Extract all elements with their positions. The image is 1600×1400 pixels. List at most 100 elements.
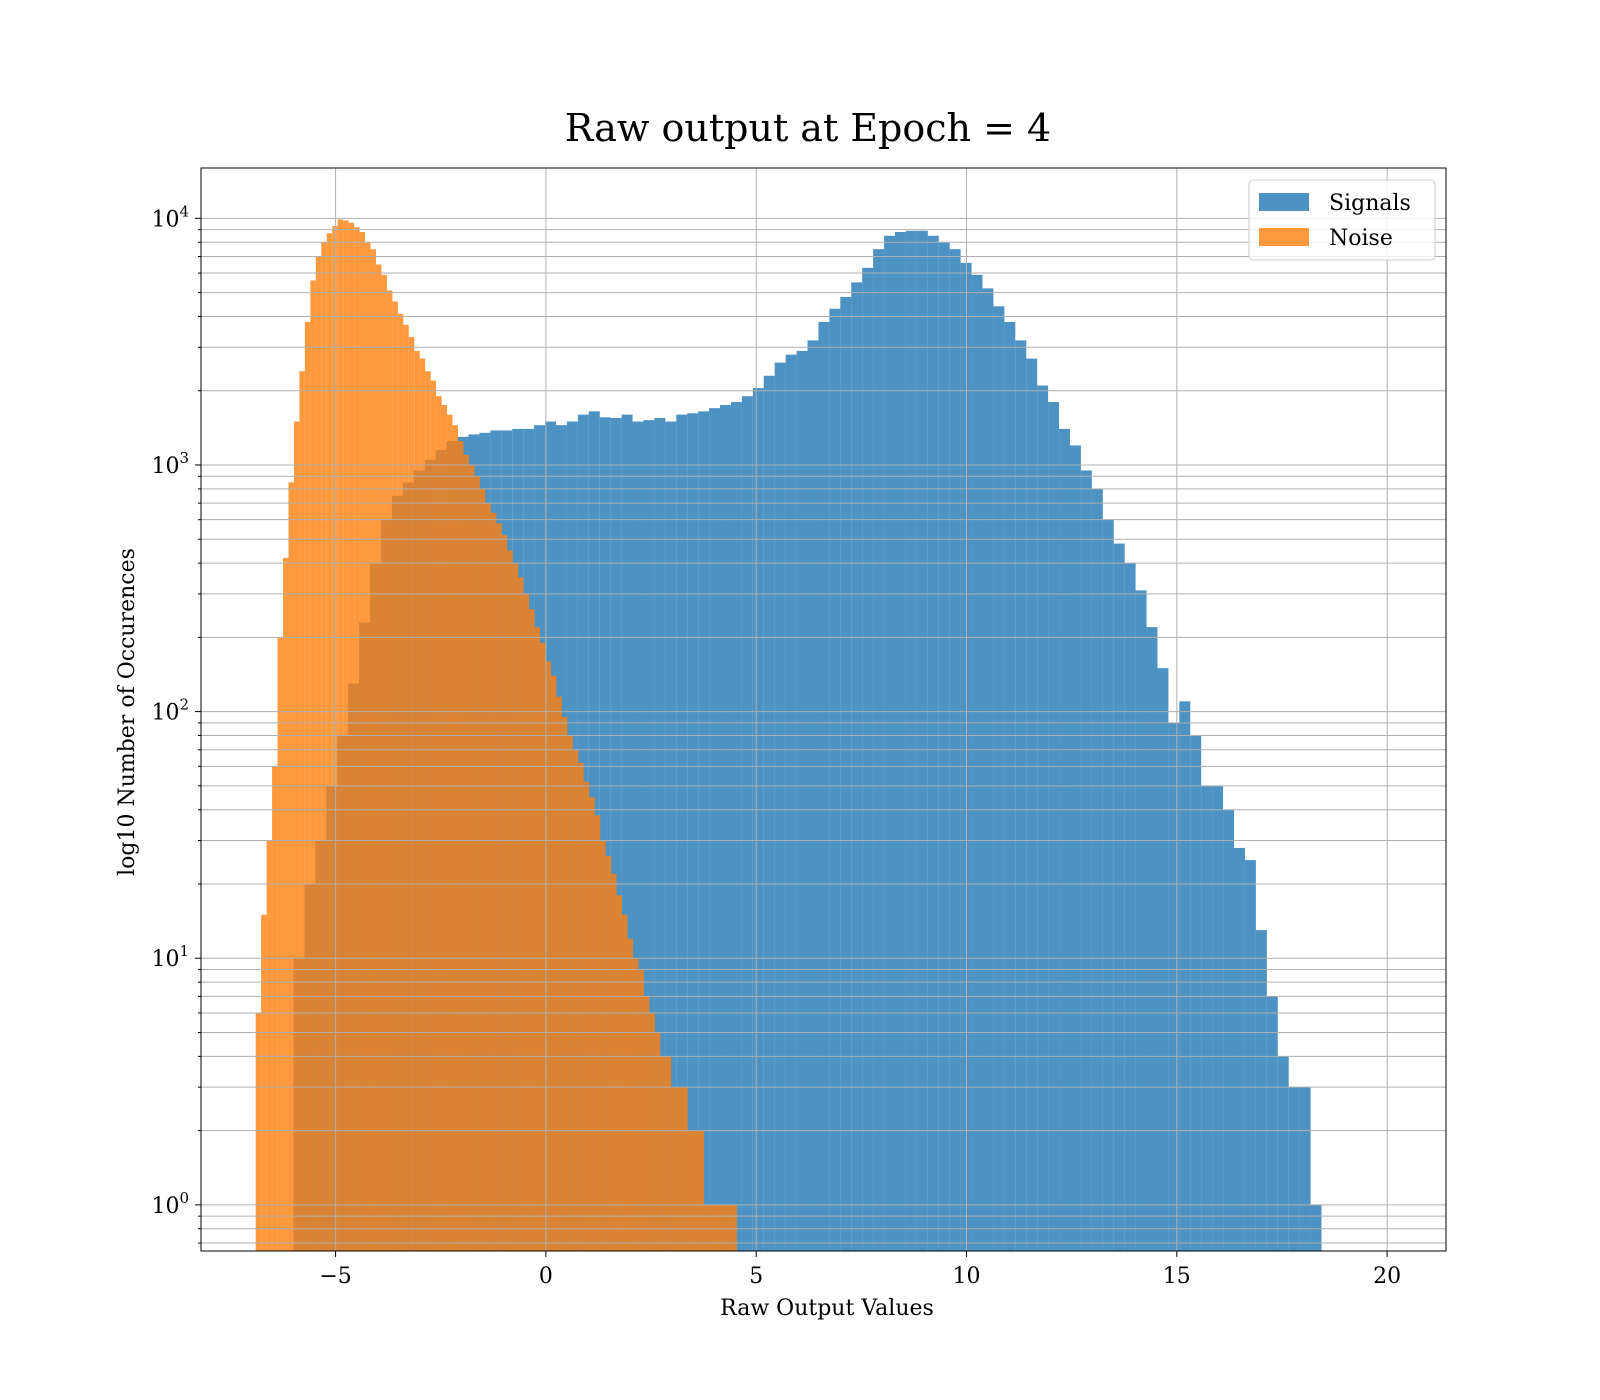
signals-bar: [938, 242, 950, 1252]
noise-bar: [572, 749, 579, 1251]
noise-bar: [676, 1087, 683, 1251]
signals-bar: [884, 235, 896, 1251]
noise-bar: [288, 482, 294, 1251]
x-axis-label: Raw Output Values: [720, 1296, 934, 1321]
signals-bar: [1048, 402, 1060, 1251]
noise-bar: [583, 781, 590, 1251]
noise-bar: [293, 421, 300, 1251]
noise-bar: [671, 1087, 677, 1251]
x-axis: −5 0 5 10 15 20: [319, 1251, 1401, 1289]
signals-bar: [632, 421, 644, 1251]
signals-bar: [1255, 930, 1267, 1251]
noise-bar: [725, 1204, 732, 1251]
legend: Signals Noise: [1248, 179, 1436, 261]
noise-bar: [622, 914, 628, 1251]
grid: [201, 168, 1446, 1251]
signals-bar: [1146, 627, 1158, 1251]
noise-bar: [616, 895, 623, 1251]
noise-bar: [561, 717, 568, 1251]
noise-bar: [441, 405, 448, 1251]
noise-bar: [731, 1204, 737, 1251]
x-tick-label: 5: [749, 1264, 763, 1289]
noise-bar: [304, 321, 311, 1252]
noise-bar: [643, 996, 650, 1251]
signals-bar: [752, 388, 764, 1252]
signals-bar: [774, 362, 786, 1251]
noise-bar: [556, 696, 562, 1251]
noise-bar: [578, 762, 584, 1251]
signals-bar: [1157, 668, 1169, 1251]
legend-label-signals: Signals: [1329, 191, 1411, 216]
signals-bar: [829, 308, 841, 1251]
noise-bar: [682, 1087, 688, 1251]
signals-bar: [1212, 785, 1224, 1251]
signals-bar: [1135, 590, 1147, 1251]
signals-bar: [971, 274, 983, 1251]
signals-bar: [741, 396, 753, 1252]
noise-bar: [490, 512, 497, 1251]
noise-bar: [386, 290, 393, 1252]
plot-frame: [200, 167, 1447, 1252]
noise-bar: [310, 280, 316, 1251]
noise-bar: [414, 350, 420, 1251]
noise-bar: [638, 969, 644, 1251]
y-tick-label: 102: [151, 696, 189, 726]
noise-bar: [518, 577, 524, 1251]
noise-bar: [430, 380, 437, 1251]
signals-bar: [1113, 543, 1125, 1251]
signals-bar: [1091, 488, 1103, 1251]
signals-bar: [730, 402, 742, 1251]
signals-bar: [1069, 445, 1081, 1251]
signals-bar: [1234, 847, 1245, 1251]
signals-bar: [982, 288, 994, 1251]
noise-bar: [408, 337, 415, 1252]
signals-bar: [1124, 563, 1136, 1251]
chart-title: Raw output at Epoch = 4: [565, 106, 1051, 150]
signals-bar: [720, 405, 731, 1251]
legend-label-noise: Noise: [1329, 226, 1393, 251]
noise-bar: [332, 226, 338, 1252]
noise-bar: [283, 557, 289, 1251]
noise-bar: [375, 264, 382, 1252]
noise-bar: [600, 840, 606, 1251]
noise-bar: [299, 371, 305, 1251]
noise-bar: [665, 1056, 672, 1251]
signals-bar: [818, 321, 830, 1252]
signals-bar: [698, 411, 710, 1252]
noise-bar: [468, 464, 475, 1252]
noise-bar: [660, 1056, 666, 1251]
signals-bar: [599, 417, 611, 1252]
signals-bar: [1299, 1087, 1311, 1251]
legend-swatch-signals: [1259, 193, 1309, 211]
noise-bar: [529, 609, 535, 1251]
noise-bar: [365, 242, 371, 1252]
y-tick-label: 101: [151, 942, 189, 972]
noise-bar: [709, 1204, 715, 1251]
noise-bar: [354, 227, 360, 1251]
signals-bar: [1059, 428, 1070, 1251]
signals-bar: [916, 230, 928, 1251]
noise-bar: [534, 627, 541, 1251]
noise-bar: [315, 256, 322, 1251]
noise-bar: [479, 488, 486, 1251]
signals-bar: [840, 296, 852, 1252]
noise-bar: [419, 358, 426, 1252]
signals-bar: [1004, 321, 1016, 1252]
noise-bar: [594, 815, 601, 1251]
noise-bar: [452, 425, 458, 1251]
signals-bar: [709, 408, 721, 1251]
noise-bar: [381, 274, 387, 1251]
noise-bar: [589, 797, 595, 1251]
noise-bar: [485, 503, 491, 1251]
noise-bar: [704, 1204, 710, 1251]
noise-bar: [326, 233, 333, 1251]
noise-bar: [463, 454, 469, 1251]
noise-bar: [436, 396, 442, 1252]
y-axis-label: log10 Number of Occurences: [115, 548, 140, 876]
x-tick-label: 10: [953, 1264, 981, 1289]
noise-bar: [540, 642, 546, 1251]
plot-area: [255, 219, 1322, 1252]
signals-bar: [1201, 785, 1213, 1251]
signals-bar: [807, 340, 819, 1251]
signals-bar: [1026, 358, 1038, 1252]
